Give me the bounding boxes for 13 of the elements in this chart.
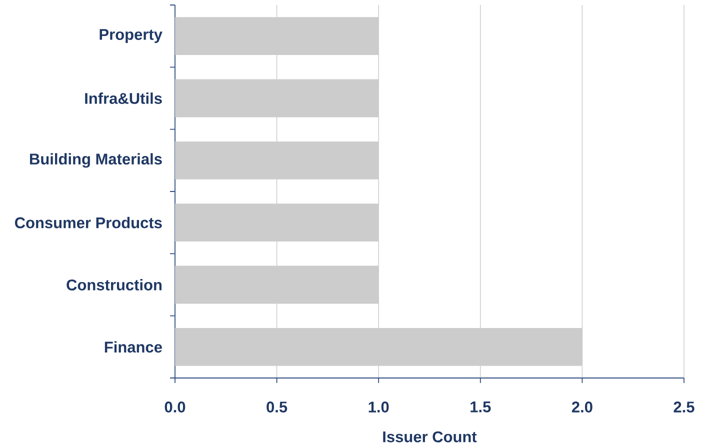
y-tick-label: Finance — [104, 341, 162, 353]
x-tick-label: 0.5 — [266, 402, 288, 413]
x-axis-title: Issuer Count — [383, 431, 477, 442]
x-tick-label: 2.5 — [674, 402, 694, 413]
y-tick-label: Infra&Utils — [85, 92, 162, 104]
y-tick-label: Construction — [66, 279, 162, 290]
x-tick-label: 1.5 — [470, 402, 491, 412]
x-tick-label: 0.0 — [164, 402, 186, 413]
y-tick-label: Consumer Products — [14, 216, 162, 228]
y-tick-label: Building Materials — [30, 153, 162, 168]
x-tick-label: 2.0 — [572, 402, 592, 413]
y-tick-label: Property — [100, 29, 162, 44]
x-tick-label: 1.0 — [368, 402, 389, 413]
